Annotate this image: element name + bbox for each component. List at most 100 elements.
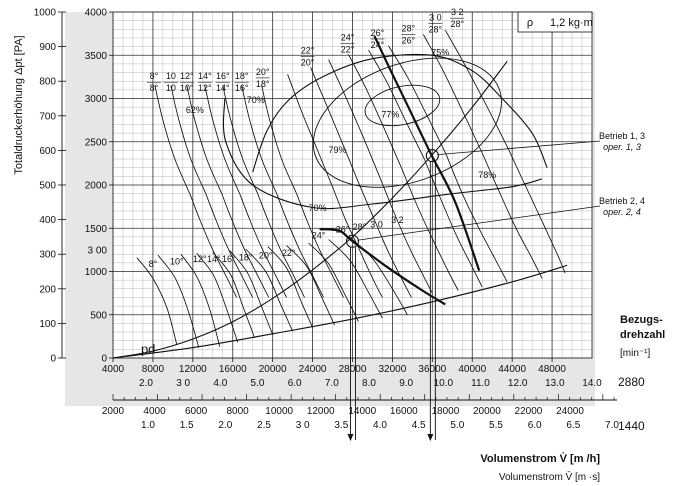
blade-angle-bottom: 28°: [450, 19, 464, 29]
x-tick-label: 48000: [538, 364, 566, 375]
x-sec-label: 2.0: [139, 378, 153, 389]
x-sec-label: 11.0: [471, 378, 490, 389]
blade-angle-bottom: 20°: [301, 57, 315, 67]
annotation-sublabel: oper. 1, 3: [603, 142, 641, 152]
y-tick-label: 2000: [85, 181, 108, 192]
thin_curves-curve: [170, 85, 207, 194]
op1_curve-line: [373, 35, 481, 271]
blade-angle-top: 14°: [198, 71, 212, 81]
y-tick-label: 4000: [85, 8, 108, 19]
lower_sweep-curve: [296, 193, 344, 298]
drop-arrow: [347, 434, 354, 441]
thin_curves-curve: [310, 67, 360, 186]
pd-label: pd: [141, 342, 155, 357]
axis2-main-label: 16000: [390, 406, 418, 417]
x-axis-title-2: Volumenstrom V̄ [m ·s]: [499, 470, 600, 483]
blade-angle-top: 3 2: [451, 7, 464, 17]
outer-y-tick-label: 900: [39, 42, 56, 53]
efficiency-label: 78%: [478, 170, 496, 180]
blade-angle-lower: 10°: [170, 257, 184, 267]
blade-angle-top: 26°: [371, 28, 385, 38]
thin_curves-curve: [245, 248, 293, 332]
y-tick-label: 3500: [85, 51, 108, 62]
axis2-main-label: 2000: [102, 406, 125, 417]
thin_curves-curve: [388, 45, 447, 155]
x-tick-label: 20000: [259, 364, 287, 375]
y-tick-label: 3000: [85, 94, 108, 105]
blade-angle-top: 16°: [216, 71, 230, 81]
annotation-leader: [437, 140, 601, 155]
thin_curves-curve: [154, 85, 191, 194]
lower_sweep-curve: [333, 189, 383, 298]
blade-angle-bottom: 12°: [198, 83, 212, 93]
x-tick-label: 8000: [142, 364, 165, 375]
x-sec-label: 7.0: [325, 378, 339, 389]
blade-angle-top: 22°: [301, 45, 315, 55]
system_parabola-line: [112, 60, 508, 359]
blade-angle-lower: 8°: [149, 259, 158, 269]
eff_outer_70-line: [222, 98, 543, 210]
x-sec-label: 3 0: [176, 378, 190, 389]
x-sec-label: 4.0: [213, 378, 227, 389]
operating-point-marker: [425, 149, 439, 163]
outer-y-tick-label: 300: [39, 250, 56, 261]
thin_curves-curve: [286, 245, 335, 326]
axis2-sec-label: 2.5: [257, 420, 271, 431]
lower_sweep-curve: [359, 184, 412, 298]
speed-2880: 2880: [618, 375, 645, 389]
lower_sweep-curve: [239, 193, 287, 298]
annotation-leader: [357, 205, 601, 241]
outer-y-tick-label: 800: [39, 77, 56, 88]
blade-angle-bottom: 28°: [429, 24, 443, 34]
x-sec-label: 6.0: [288, 378, 302, 389]
lower_sweep-curve: [189, 193, 238, 298]
x-sec-label: 5.0: [251, 378, 265, 389]
thin_curves-curve: [229, 250, 274, 335]
y-axis-title: Totaldruckerhöhung Δpt [PA]: [13, 35, 25, 174]
x-tick-label: 12000: [179, 364, 207, 375]
lower_sweep-curve: [379, 176, 433, 294]
x-tick-label: 24000: [299, 364, 327, 375]
pd-line: [112, 264, 568, 359]
axis2-main-label: 20000: [473, 406, 501, 417]
blade-angle-top: 20°: [256, 67, 270, 77]
blade-angle-lower: 22°: [282, 248, 296, 258]
axis2-sec-label: 1.5: [180, 420, 194, 431]
density-value: 1,2 kg·m: [550, 17, 593, 29]
thin_curves-curve: [444, 29, 509, 149]
axis2-sec-label: 3 0: [296, 420, 310, 431]
thin_curves-curve: [423, 34, 483, 154]
blade-angle-top: 28°: [402, 24, 416, 34]
axis2-main-label: 24000: [556, 406, 584, 417]
blade-angle-lower: 14°: [207, 254, 221, 264]
x-axis-title-1: Volumenstrom V̇ [m /h]: [480, 452, 600, 465]
thin_curves-curve: [308, 242, 359, 322]
blade-angle-top: 12°: [180, 71, 194, 81]
axis2-sec-label: 1.0: [141, 420, 155, 431]
blade-angle-lower: 18°: [239, 252, 253, 262]
eff_outer_62-line: [252, 53, 548, 173]
blade-angle-lower: 20°: [259, 251, 273, 261]
thin_curves-curve: [186, 85, 223, 194]
annotation-sublabel: oper. 2, 4: [603, 207, 641, 217]
y-tick-label: 1000: [85, 267, 108, 278]
eff_inner_ellipse-ellipse: [312, 57, 502, 188]
lower_sweep-curve: [276, 193, 324, 298]
axis2-sec-label: 3.5: [334, 420, 348, 431]
y-tick-label: 1500: [85, 224, 108, 235]
blade-angle-bottom: 8°: [150, 83, 159, 93]
thin_curves-curve: [267, 246, 313, 328]
speed-title-1: Bezugs-: [620, 314, 663, 326]
blade-angle-lower: 12°: [193, 254, 207, 264]
axis2-main-label: 8000: [227, 406, 250, 417]
axis2-main-label: 18000: [431, 406, 459, 417]
blade-angle-lower: 3 0: [370, 219, 383, 229]
axis2-sec-label: 4.0: [373, 420, 387, 431]
axis2-main-label: 10000: [265, 406, 293, 417]
axis2-main-label: 12000: [307, 406, 335, 417]
blade-angle-lower: 24°: [312, 231, 326, 241]
axis2-sec-label: 6.5: [566, 420, 580, 431]
outer-y-tick-label: 600: [39, 146, 56, 157]
y-tick-label-300: 3 00: [88, 245, 108, 256]
blade-angle-top: 18°: [235, 71, 249, 81]
